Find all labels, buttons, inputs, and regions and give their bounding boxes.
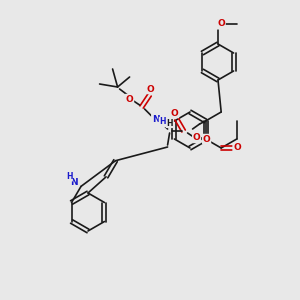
Text: O: O: [147, 85, 154, 94]
Text: O: O: [233, 143, 241, 152]
Text: N: N: [70, 178, 78, 187]
Text: H: H: [66, 172, 72, 181]
Text: H: H: [159, 118, 166, 127]
Text: N: N: [152, 115, 159, 124]
Text: O: O: [126, 94, 134, 103]
Text: O: O: [171, 109, 178, 118]
Text: O: O: [203, 134, 211, 143]
Text: O: O: [193, 134, 200, 142]
Text: O: O: [217, 20, 225, 28]
Text: H: H: [166, 118, 173, 127]
